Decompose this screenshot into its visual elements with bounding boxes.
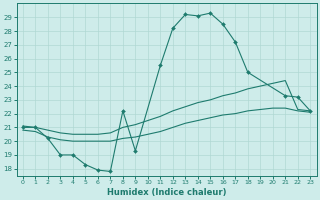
X-axis label: Humidex (Indice chaleur): Humidex (Indice chaleur): [107, 188, 226, 197]
